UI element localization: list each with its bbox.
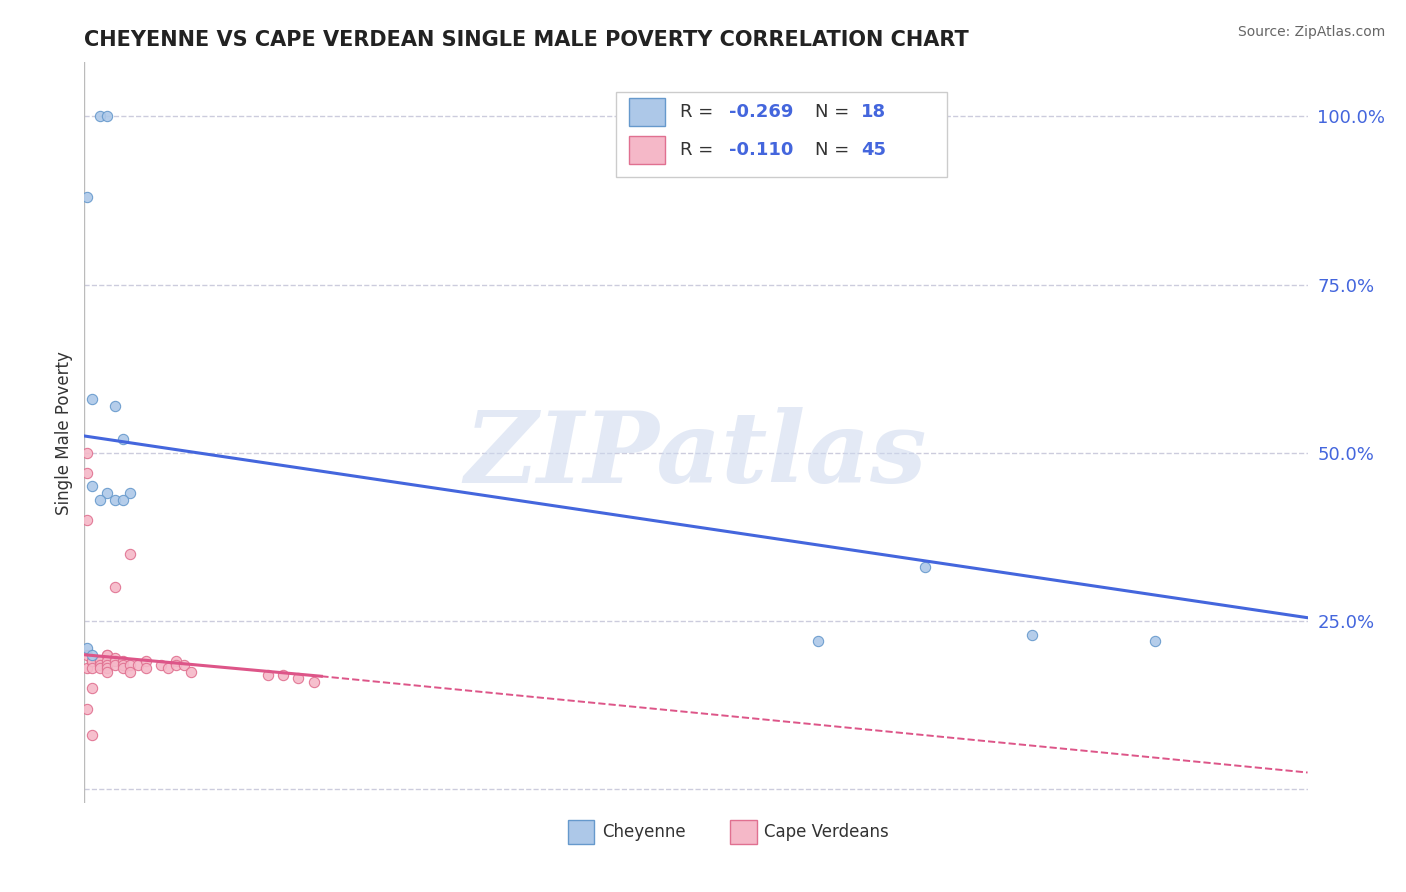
FancyBboxPatch shape bbox=[628, 98, 665, 126]
Point bbox=[76, 190, 98, 204]
Point bbox=[111, 433, 134, 447]
Point bbox=[165, 655, 187, 669]
Point bbox=[96, 665, 118, 679]
Point bbox=[120, 657, 142, 672]
Text: 18: 18 bbox=[860, 103, 886, 121]
Point bbox=[76, 661, 98, 675]
FancyBboxPatch shape bbox=[730, 820, 758, 844]
Point bbox=[96, 655, 118, 669]
Point bbox=[80, 479, 103, 493]
Point bbox=[104, 651, 127, 665]
Point bbox=[80, 681, 103, 696]
Text: -0.110: -0.110 bbox=[728, 141, 793, 160]
Point bbox=[104, 655, 127, 669]
Point bbox=[80, 392, 103, 406]
Text: Cheyenne: Cheyenne bbox=[602, 822, 685, 840]
Point bbox=[104, 399, 127, 413]
FancyBboxPatch shape bbox=[628, 136, 665, 164]
Point bbox=[96, 657, 118, 672]
Point bbox=[149, 657, 172, 672]
Point bbox=[157, 661, 180, 675]
Text: R =: R = bbox=[681, 141, 718, 160]
Point bbox=[96, 648, 118, 662]
Point bbox=[271, 668, 294, 682]
Point bbox=[80, 655, 103, 669]
Text: CHEYENNE VS CAPE VERDEAN SINGLE MALE POVERTY CORRELATION CHART: CHEYENNE VS CAPE VERDEAN SINGLE MALE POV… bbox=[84, 29, 969, 50]
Point bbox=[76, 466, 98, 480]
Point bbox=[257, 668, 280, 682]
Point bbox=[104, 657, 127, 672]
Point bbox=[80, 648, 103, 662]
Point bbox=[80, 655, 103, 669]
Point bbox=[302, 674, 325, 689]
Point bbox=[135, 661, 157, 675]
Text: Source: ZipAtlas.com: Source: ZipAtlas.com bbox=[1237, 25, 1385, 39]
Point bbox=[127, 657, 149, 672]
Point bbox=[807, 634, 830, 648]
Point bbox=[914, 560, 936, 574]
Text: ZIPatlas: ZIPatlas bbox=[465, 407, 927, 503]
Point bbox=[96, 486, 118, 500]
Point bbox=[89, 109, 111, 123]
Point bbox=[287, 671, 309, 685]
Y-axis label: Single Male Poverty: Single Male Poverty bbox=[55, 351, 73, 515]
Text: 45: 45 bbox=[860, 141, 886, 160]
Point bbox=[120, 486, 142, 500]
Point bbox=[135, 655, 157, 669]
Point bbox=[96, 109, 118, 123]
Point bbox=[173, 657, 195, 672]
Point bbox=[76, 648, 98, 662]
Point bbox=[76, 640, 98, 655]
Point bbox=[89, 655, 111, 669]
FancyBboxPatch shape bbox=[616, 92, 946, 178]
Point bbox=[111, 661, 134, 675]
Point bbox=[76, 513, 98, 527]
Point bbox=[180, 665, 202, 679]
Point bbox=[111, 657, 134, 672]
Text: N =: N = bbox=[814, 103, 855, 121]
Point bbox=[96, 648, 118, 662]
Point bbox=[120, 665, 142, 679]
Text: -0.269: -0.269 bbox=[728, 103, 793, 121]
Point bbox=[165, 657, 187, 672]
Point bbox=[89, 657, 111, 672]
Text: Cape Verdeans: Cape Verdeans bbox=[765, 822, 889, 840]
Point bbox=[89, 492, 111, 507]
Point bbox=[76, 446, 98, 460]
Text: R =: R = bbox=[681, 103, 718, 121]
Point bbox=[104, 581, 127, 595]
FancyBboxPatch shape bbox=[568, 820, 595, 844]
Text: N =: N = bbox=[814, 141, 855, 160]
Point bbox=[1143, 634, 1166, 648]
Point bbox=[111, 492, 134, 507]
Point bbox=[80, 655, 103, 669]
Point bbox=[80, 661, 103, 675]
Point bbox=[111, 655, 134, 669]
Point bbox=[120, 547, 142, 561]
Point bbox=[96, 661, 118, 675]
Point bbox=[1021, 627, 1043, 641]
Point bbox=[89, 661, 111, 675]
Point bbox=[80, 729, 103, 743]
Point bbox=[76, 701, 98, 715]
Point bbox=[104, 492, 127, 507]
Point bbox=[89, 655, 111, 669]
